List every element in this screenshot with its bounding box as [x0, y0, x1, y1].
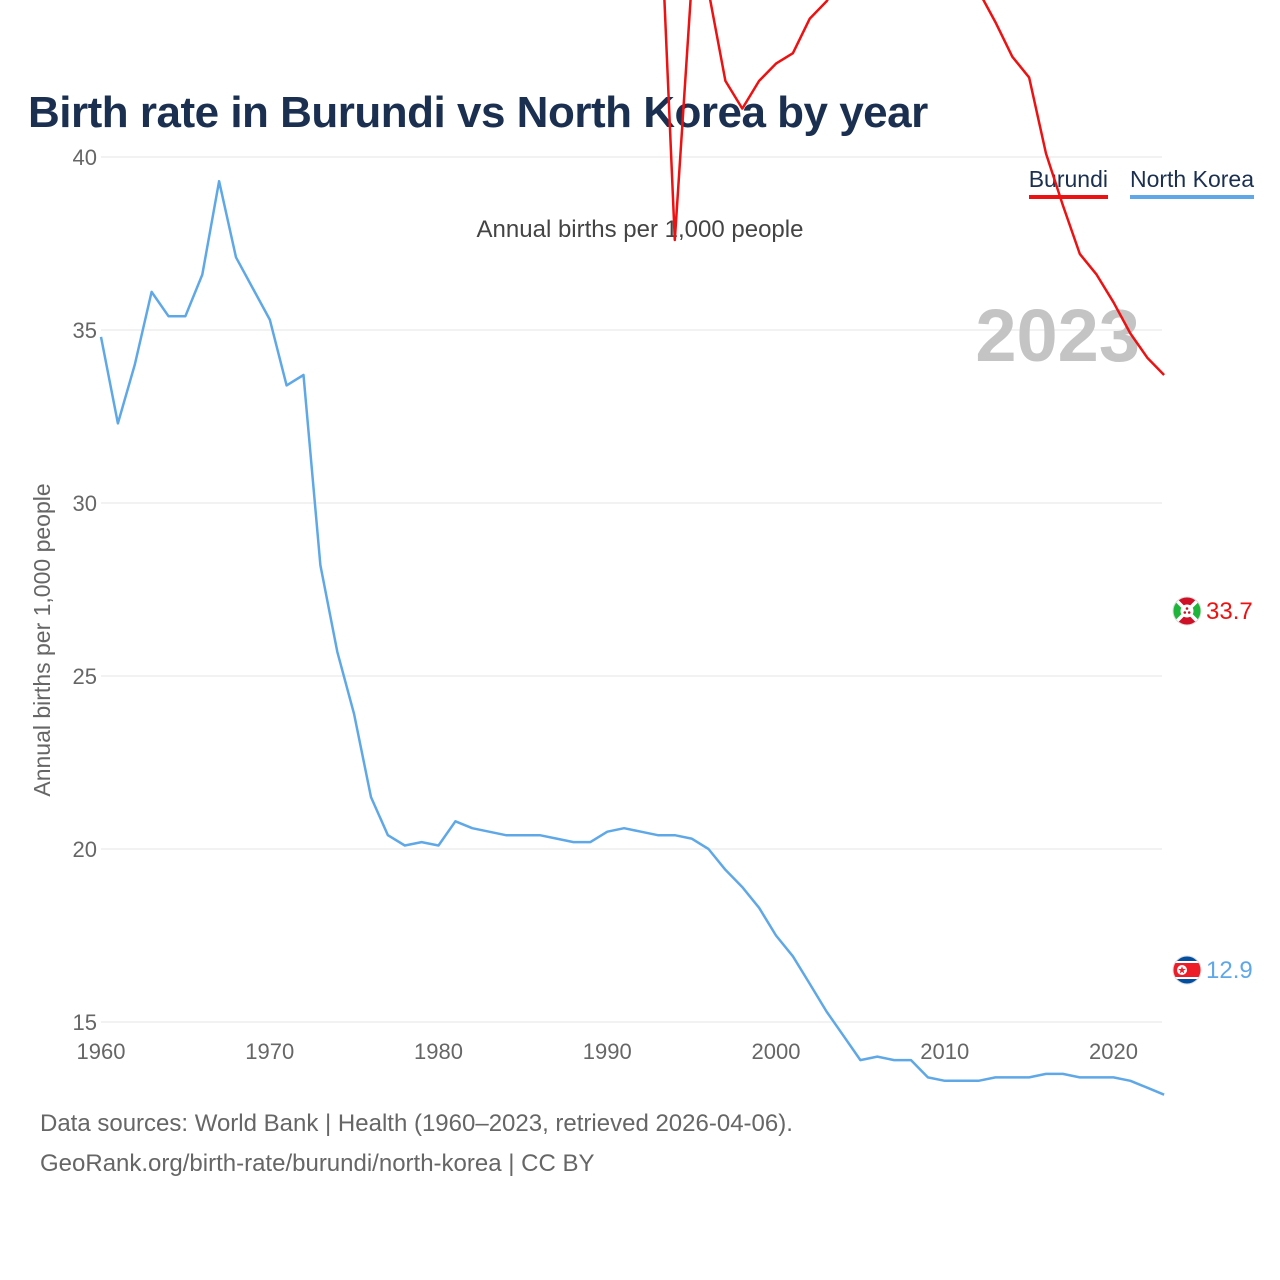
y-tick-label: 25: [73, 664, 97, 689]
footer-sources: Data sources: World Bank | Health (1960–…: [40, 1110, 793, 1137]
footer-attribution: GeoRank.org/birth-rate/burundi/north-kor…: [40, 1150, 595, 1177]
chart-title: Birth rate in Burundi vs North Korea by …: [28, 88, 928, 137]
footer: Data sources: World Bank | Health (1960–…: [40, 1104, 793, 1184]
x-tick-label: 1980: [414, 1039, 463, 1064]
y-tick-label: 15: [73, 1010, 97, 1035]
series-line-north-korea[interactable]: [99, 179, 1165, 1096]
series-lines: [99, 0, 1165, 1096]
y-axis-label: Annual births per 1,000 people: [29, 483, 55, 796]
burundi-flag-icon: [1172, 596, 1202, 626]
x-tick-label: 1990: [583, 1039, 632, 1064]
x-tick-label: 2010: [920, 1039, 969, 1064]
legend-item-burundi[interactable]: Burundi: [1028, 166, 1108, 199]
legend-item-north-korea[interactable]: North Korea: [1129, 166, 1254, 199]
axis-ticks: 1520253035404550196019701980199020002010…: [73, 145, 1138, 1064]
y-tick-label: 30: [73, 491, 97, 516]
x-tick-label: 2020: [1089, 1039, 1138, 1064]
y-tick-label: 40: [73, 145, 97, 170]
year-watermark: 2023: [975, 294, 1140, 377]
end-value-label-north-korea: 12.9: [1206, 957, 1253, 984]
y-tick-label: 35: [73, 318, 97, 343]
north-korea-flag-icon: [1172, 955, 1202, 985]
chart-subtitle: Annual births per 1,000 people: [476, 216, 804, 243]
x-tick-label: 1960: [77, 1039, 126, 1064]
x-tick-label: 1970: [245, 1039, 294, 1064]
end-value-label-burundi: 33.7: [1206, 598, 1253, 625]
series-line-burundi[interactable]: [101, 0, 1165, 376]
x-tick-label: 2000: [752, 1039, 801, 1064]
grid-lines: [101, 156, 1162, 1023]
legend: Burundi North Korea: [1028, 166, 1254, 199]
y-tick-label: 20: [73, 837, 97, 862]
